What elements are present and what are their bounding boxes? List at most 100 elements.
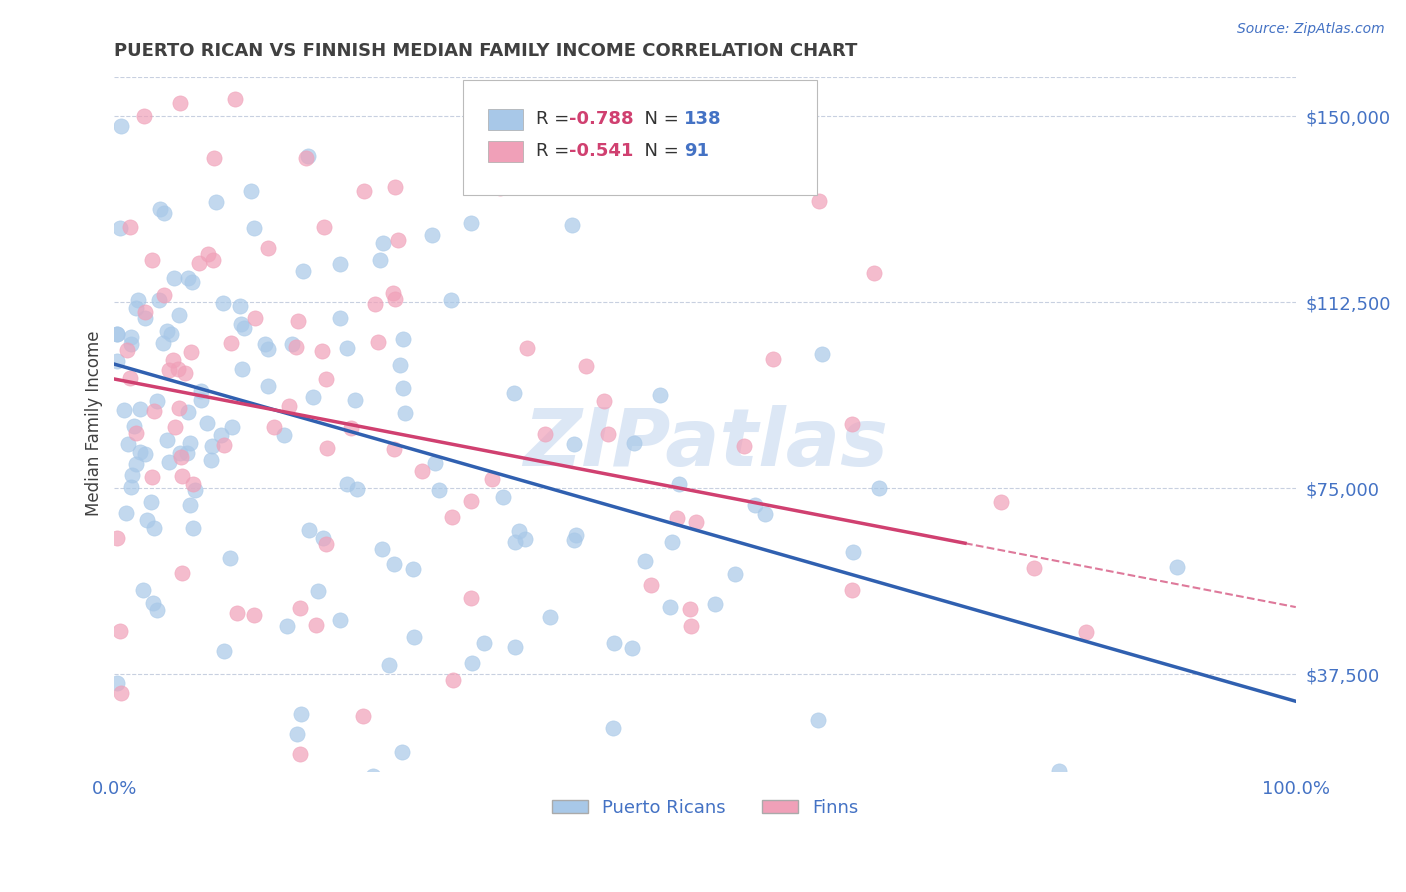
Point [561, 218, 583, 232]
Point [141, 469, 163, 483]
Point [129, 445, 152, 459]
Point [240, 184, 263, 198]
Point [387, 233, 409, 247]
Point [170, 450, 193, 464]
Point [285, 726, 308, 740]
Point [704, 598, 727, 612]
Point [190, 392, 212, 407]
Point [125, 301, 148, 316]
Point [256, 379, 278, 393]
Point [128, 402, 150, 417]
Point [160, 327, 183, 342]
Point [169, 96, 191, 111]
Point [120, 371, 142, 385]
Point [214, 643, 236, 657]
Point [110, 119, 132, 133]
Point [382, 286, 405, 301]
Point [231, 317, 253, 331]
Point [121, 468, 143, 483]
Point [298, 523, 321, 537]
Point [340, 421, 363, 435]
Point [145, 603, 167, 617]
Point [562, 533, 585, 547]
Point [336, 341, 359, 355]
Point [124, 426, 146, 441]
Point [363, 769, 385, 783]
Point [461, 656, 484, 670]
Point [503, 386, 526, 401]
Point [156, 324, 179, 338]
FancyBboxPatch shape [488, 141, 523, 161]
Point [481, 151, 503, 165]
Point [146, 394, 169, 409]
Point [353, 184, 375, 198]
Point [863, 266, 886, 280]
Point [315, 372, 337, 386]
Point [492, 490, 515, 504]
Point [290, 747, 312, 761]
Point [460, 493, 482, 508]
Point [471, 124, 494, 138]
Point [481, 472, 503, 486]
Point [562, 437, 585, 451]
Point [135, 513, 157, 527]
Point [575, 359, 598, 373]
Point [231, 361, 253, 376]
Point [364, 297, 387, 311]
Point [181, 477, 204, 491]
Point [176, 404, 198, 418]
Point [108, 624, 131, 639]
Point [329, 613, 352, 627]
Point [157, 363, 180, 377]
Point [401, 562, 423, 576]
Point [184, 483, 207, 498]
Point [868, 481, 890, 495]
Point [205, 194, 228, 209]
Point [105, 531, 128, 545]
Point [257, 241, 280, 255]
Point [679, 619, 702, 633]
Point [115, 506, 138, 520]
Point [534, 426, 557, 441]
Point [634, 554, 657, 568]
Text: 91: 91 [683, 142, 709, 161]
Point [152, 206, 174, 220]
Point [224, 92, 246, 106]
Point [329, 311, 352, 326]
Point [120, 337, 142, 351]
Point [202, 151, 225, 165]
Point [281, 336, 304, 351]
Point [596, 426, 619, 441]
Point [762, 351, 785, 366]
Point [650, 387, 672, 401]
Point [110, 220, 132, 235]
Text: R =: R = [536, 111, 575, 128]
Point [127, 293, 149, 307]
Point [513, 533, 536, 547]
Point [808, 194, 831, 208]
Point [841, 583, 863, 598]
Point [305, 618, 328, 632]
Y-axis label: Median Family Income: Median Family Income [86, 331, 103, 516]
Point [134, 447, 156, 461]
Point [389, 358, 412, 372]
Point [807, 713, 830, 727]
Point [290, 706, 312, 721]
Point [287, 314, 309, 328]
Point [311, 343, 333, 358]
Point [378, 658, 401, 673]
Point [441, 673, 464, 687]
Point [169, 446, 191, 460]
Point [105, 326, 128, 341]
FancyBboxPatch shape [463, 80, 817, 194]
Text: -0.788: -0.788 [569, 111, 634, 128]
Point [200, 453, 222, 467]
Point [368, 253, 391, 268]
Point [153, 288, 176, 302]
Point [110, 686, 132, 700]
Point [166, 361, 188, 376]
Point [538, 610, 561, 624]
Point [312, 531, 335, 545]
Text: N =: N = [633, 142, 685, 161]
Point [277, 399, 299, 413]
